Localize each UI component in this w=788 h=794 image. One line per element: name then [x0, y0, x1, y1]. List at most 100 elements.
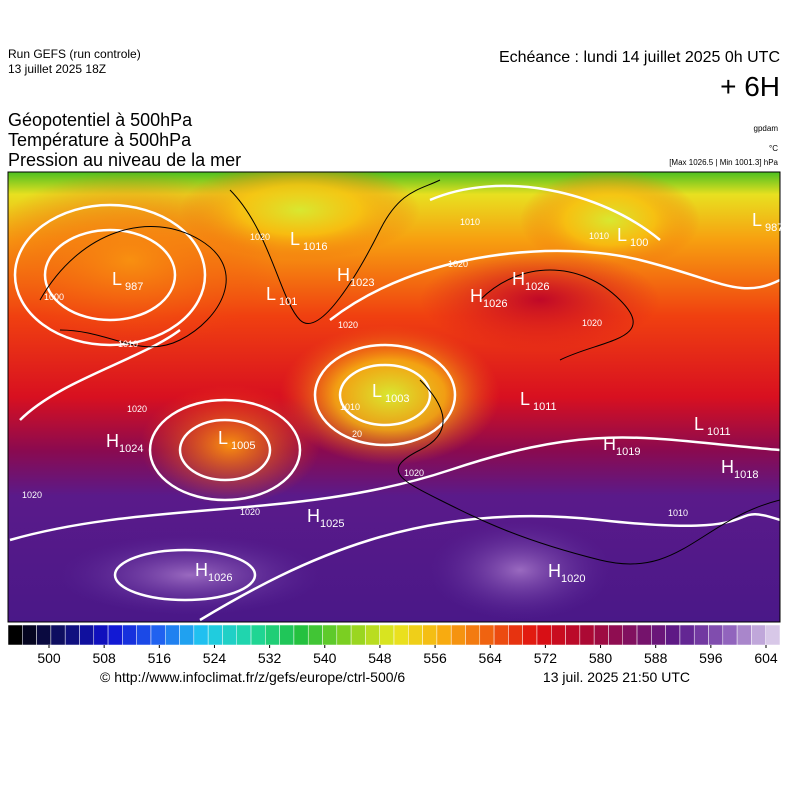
contour-label: 1020 [127, 404, 147, 414]
colorbar-swatch [207, 624, 223, 646]
colorbar-swatch [136, 624, 152, 646]
source: © http://www.infoclimat.fr/z/gefs/europe… [100, 669, 405, 685]
layer: Température à 500hPa [8, 130, 192, 150]
center-value: 987 [765, 222, 783, 234]
colorbar-swatch [379, 624, 395, 646]
center-type: H [337, 265, 350, 285]
center-value: 987 [125, 281, 143, 293]
colorbar-swatch [293, 624, 309, 646]
center-value: 1024 [119, 443, 143, 455]
colorbar-swatch [493, 624, 509, 646]
colorbar-tick-label: 572 [534, 650, 558, 666]
colorbar-swatch [265, 624, 280, 646]
colorbar-swatch [322, 624, 338, 646]
colorbar-swatch [365, 624, 380, 646]
colorbar-tick-label: 556 [423, 650, 447, 666]
contour-label: 1010 [460, 217, 480, 227]
center-type: L [694, 414, 704, 434]
center-value: 1026 [208, 572, 232, 584]
run-date: 13 juillet 2025 18Z [8, 62, 106, 76]
colorbar-swatch [551, 624, 566, 646]
center-type: H [548, 561, 561, 581]
contour-label: 1010 [668, 508, 688, 518]
center-type: H [195, 560, 208, 580]
colorbar-swatch [236, 624, 252, 646]
center-type: L [520, 389, 530, 409]
map [8, 172, 780, 622]
center-value: 1026 [483, 298, 507, 310]
colorbar-swatch [22, 624, 37, 646]
unit: gpdam [754, 124, 779, 133]
colorbar-swatch [722, 624, 738, 646]
center-type: L [218, 428, 228, 448]
colorbar-swatch [636, 624, 652, 646]
colorbar-swatch [622, 624, 638, 646]
colorbar-swatch [7, 624, 23, 646]
center-value: 101 [279, 296, 297, 308]
contour-label: 1010 [589, 231, 609, 241]
center-value: 1020 [561, 573, 585, 585]
contour-label: 1020 [250, 232, 270, 242]
colorbar-tick-label: 524 [203, 650, 227, 666]
colorbar-swatch [693, 624, 709, 646]
center-type: H [603, 434, 616, 454]
center-type: H [470, 286, 483, 306]
center-value: 100 [630, 237, 648, 249]
colorbar-swatch [608, 624, 623, 646]
layer: Géopotentiel à 500hPa [8, 110, 193, 130]
colorbar-swatch [665, 624, 681, 646]
contour-label: 1010 [340, 402, 360, 412]
contour-label: 1020 [240, 507, 260, 517]
colorbar-swatch [736, 624, 752, 646]
colorbar-swatch [422, 624, 438, 646]
center-value: 1019 [616, 446, 640, 458]
colorbar-swatch [436, 624, 452, 646]
colorbar-swatch [393, 624, 409, 646]
center-type: L [752, 210, 762, 230]
colorbar-swatch [450, 624, 466, 646]
colorbar-swatch [408, 624, 423, 646]
colorbar-swatch [536, 624, 552, 646]
echeance: Echéance : lundi 14 juillet 2025 0h UTC [499, 49, 780, 66]
colorbar-swatch [522, 624, 538, 646]
colorbar-swatch [751, 624, 766, 646]
generated: 13 juil. 2025 21:50 UTC [543, 669, 690, 685]
center-value: 1026 [525, 281, 549, 293]
colorbar-swatch [350, 624, 366, 646]
colorbar-swatch [579, 624, 595, 646]
colorbar-swatch [679, 624, 695, 646]
colorbar-swatch [36, 624, 52, 646]
colorbar-swatch [79, 624, 95, 646]
colorbar-swatch [179, 624, 195, 646]
contour-label: 20 [352, 429, 362, 439]
unit: °C [769, 144, 778, 153]
unit: [Max 1026.5 | Min 1001.3] hPa [669, 158, 778, 167]
contour-label: 1020 [22, 490, 42, 500]
colorbar-swatch [250, 624, 266, 646]
center-value: 1011 [707, 426, 731, 438]
contour-label: 1020 [582, 318, 602, 328]
offset: + 6H [720, 71, 780, 102]
colorbar-swatch [165, 624, 180, 646]
colorbar-tick-label: 500 [37, 650, 61, 666]
colorbar-swatch [307, 624, 323, 646]
center-type: L [112, 269, 122, 289]
colorbar: 500 508 516 524 532 540 548 556 564 572 580 588 596 6… [7, 624, 781, 666]
colorbar-tick-label: 532 [258, 650, 282, 666]
colorbar-tick-label: 564 [479, 650, 503, 666]
contour-label: 1010 [118, 339, 138, 349]
colorbar-swatch [565, 624, 581, 646]
colorbar-tick-label: 516 [148, 650, 172, 666]
colorbar-swatch [765, 624, 781, 646]
colorbar-tick-label: 540 [313, 650, 337, 666]
colorbar-swatch [193, 624, 209, 646]
contour-label: 1000 [44, 292, 64, 302]
center-type: L [266, 284, 276, 304]
center-type: H [721, 457, 734, 477]
colorbar-swatch [465, 624, 481, 646]
colorbar-tick-label: 596 [699, 650, 723, 666]
contour-label: 1020 [448, 259, 468, 269]
center-type: H [512, 269, 525, 289]
colorbar-swatch [279, 624, 295, 646]
